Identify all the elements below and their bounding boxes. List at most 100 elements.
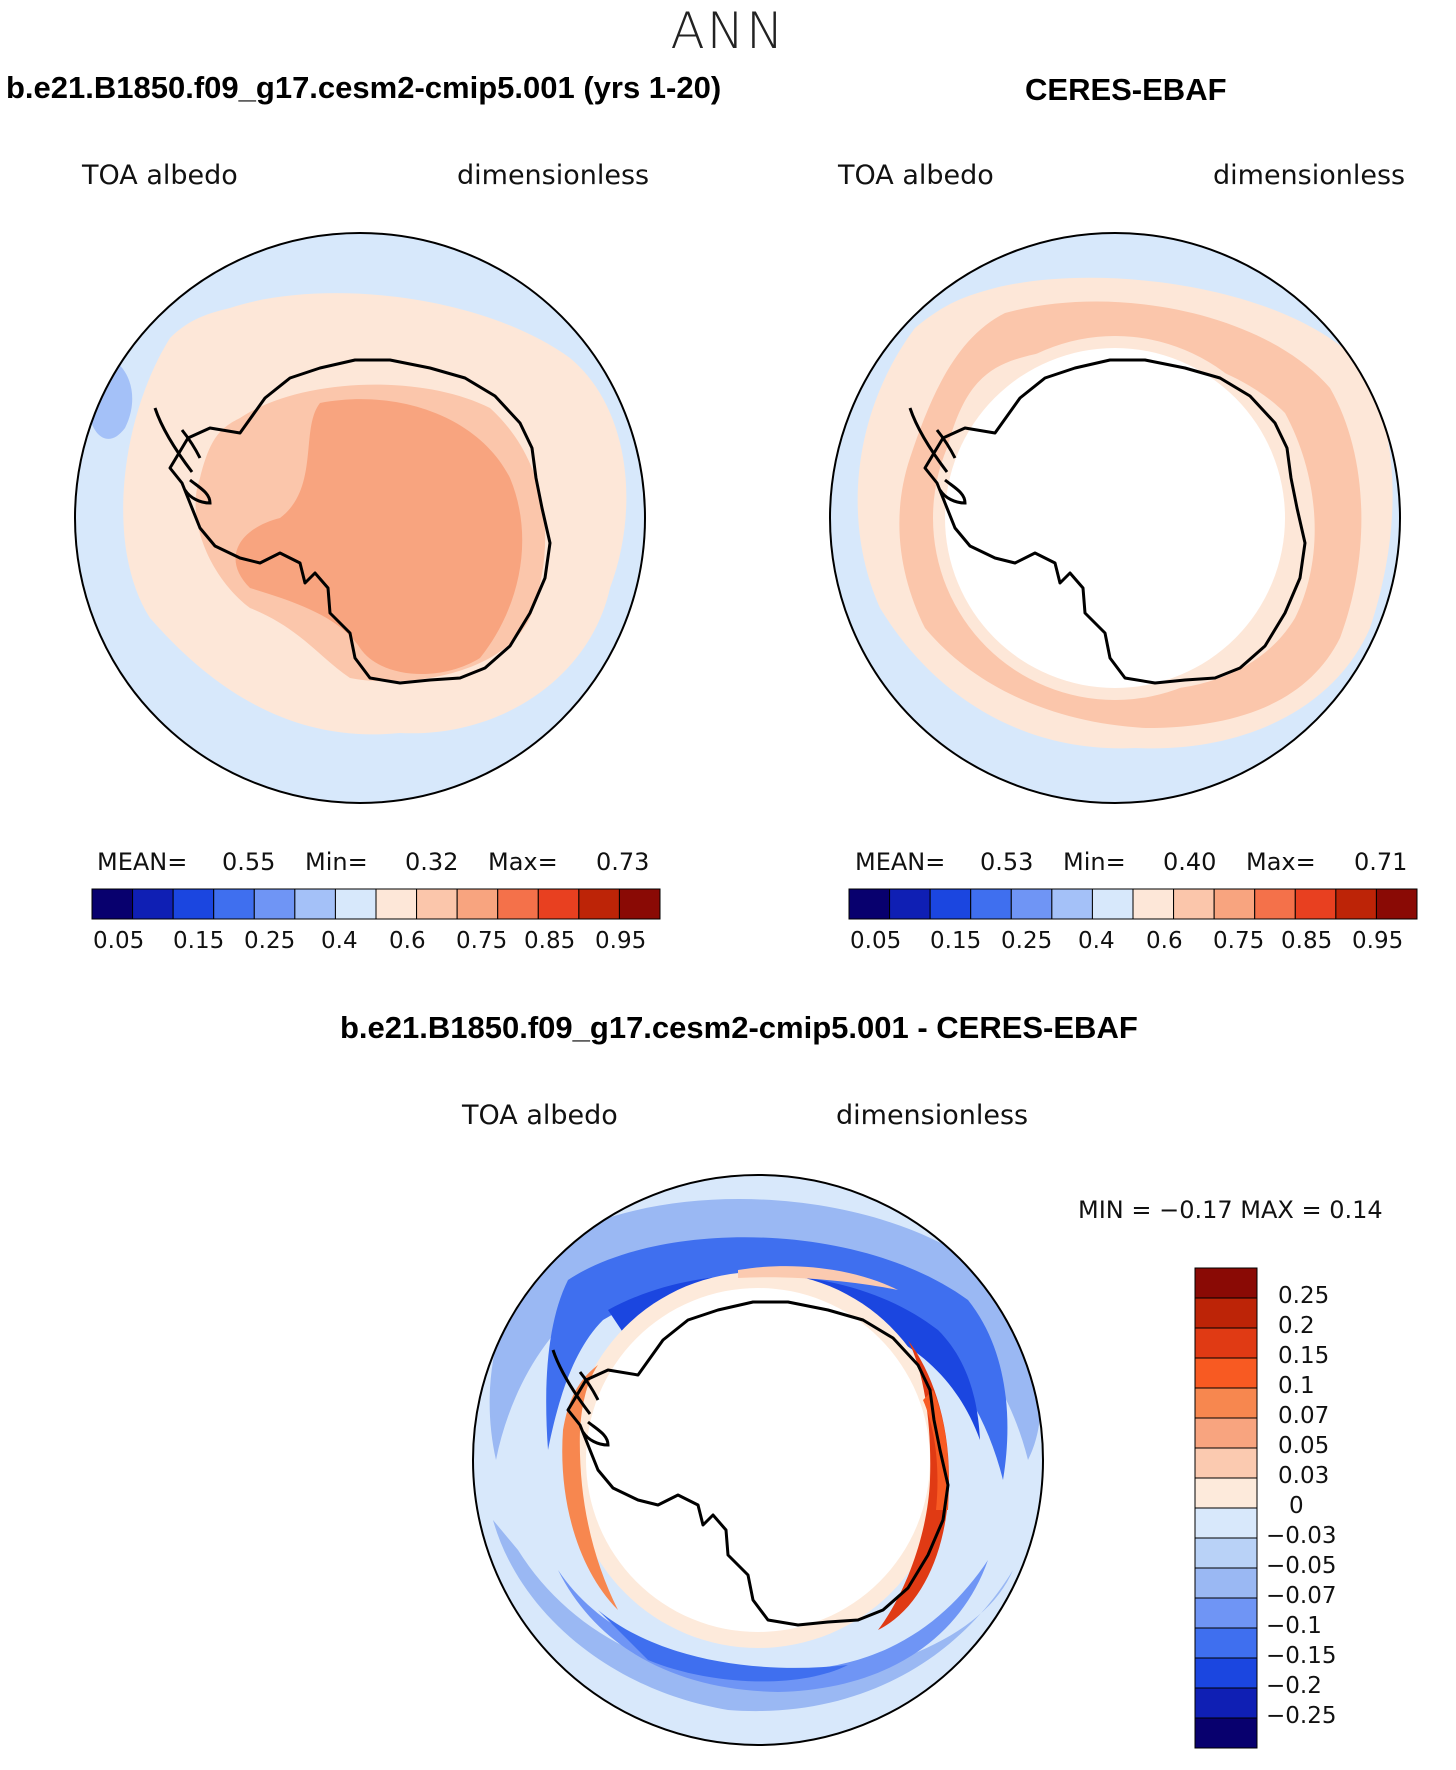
- colorbar-swatch: [848, 888, 891, 920]
- colorbar-swatch: [1091, 888, 1134, 920]
- colorbar-tick: −0.25: [1266, 1703, 1337, 1729]
- model-max-value: 0.73: [596, 848, 650, 876]
- diff-panel-title: b.e21.B1850.f09_g17.cesm2-cmip5.001 - CE…: [340, 1010, 1138, 1045]
- colorbar-tick: 0.15: [1278, 1343, 1330, 1369]
- colorbar-tick: 0.25: [1001, 928, 1053, 954]
- model-mean-value: 0.55: [222, 848, 276, 876]
- colorbar-tick: 0.25: [244, 928, 296, 954]
- colorbar-tick: −0.07: [1266, 1583, 1337, 1609]
- colorbar-swatch: [970, 888, 1012, 920]
- colorbar-tick: 0.85: [524, 928, 576, 954]
- colorbar-swatch: [1194, 1567, 1258, 1599]
- obs-max-value: 0.71: [1354, 848, 1408, 876]
- season-title: ANN: [670, 2, 786, 60]
- obs-colorbar-ticks: 0.05 0.15 0.25 0.4 0.6 0.75 0.85 0.95: [849, 928, 1417, 958]
- colorbar-tick: 0.75: [456, 928, 508, 954]
- diff-units-label: dimensionless: [836, 1100, 1029, 1131]
- diff-colorbar: [1194, 1267, 1258, 1749]
- colorbar-tick: 0.95: [1352, 928, 1404, 954]
- colorbar-swatch: [294, 888, 336, 920]
- colorbar-tick: 0.85: [1281, 928, 1333, 954]
- colorbar-swatch: [537, 888, 580, 920]
- colorbar-tick: 0.05: [850, 928, 902, 954]
- colorbar-tick: 0.4: [321, 928, 358, 954]
- colorbar-swatch: [1173, 888, 1215, 920]
- colorbar-tick: −0.1: [1266, 1613, 1322, 1639]
- colorbar-swatch: [1194, 1717, 1258, 1749]
- model-units-label: dimensionless: [457, 160, 650, 191]
- colorbar-swatch: [253, 888, 296, 920]
- colorbar-swatch: [1194, 1387, 1258, 1419]
- colorbar-swatch: [1254, 888, 1296, 920]
- colorbar-swatch: [1194, 1597, 1258, 1629]
- colorbar-swatch: [334, 888, 377, 920]
- colorbar-swatch: [1194, 1327, 1258, 1359]
- colorbar-swatch: [1194, 1537, 1258, 1569]
- colorbar-swatch: [889, 888, 931, 920]
- colorbar-swatch: [1194, 1687, 1258, 1719]
- colorbar-swatch: [172, 888, 215, 920]
- colorbar-tick: 0.95: [595, 928, 647, 954]
- model-max-label: Max=: [488, 848, 558, 876]
- model-min-label: Min=: [305, 848, 368, 876]
- colorbar-tick: 0.15: [930, 928, 982, 954]
- colorbar-swatch: [1194, 1447, 1258, 1479]
- colorbar-swatch: [497, 888, 539, 920]
- colorbar-tick: 0.03: [1278, 1463, 1330, 1489]
- colorbar-tick: 0.1: [1278, 1373, 1315, 1399]
- colorbar-swatch: [1194, 1627, 1258, 1659]
- model-polar-map: [74, 232, 646, 804]
- colorbar-swatch: [1194, 1477, 1258, 1509]
- colorbar-swatch: [91, 888, 134, 920]
- colorbar-tick: −0.2: [1266, 1673, 1322, 1699]
- diff-colorbar-ticks: 0.25 0.2 0.15 0.1 0.07 0.05 0.03 0 −0.03…: [1266, 1268, 1436, 1748]
- diff-polar-map: [472, 1174, 1044, 1746]
- obs-panel-title: CERES-EBAF: [1025, 72, 1227, 107]
- colorbar-tick: 0.05: [93, 928, 145, 954]
- colorbar-swatch: [416, 888, 458, 920]
- obs-min-label: Min=: [1063, 848, 1126, 876]
- model-mean-label: MEAN=: [97, 848, 188, 876]
- colorbar-tick: −0.03: [1266, 1523, 1337, 1549]
- colorbar-swatch: [1194, 1417, 1258, 1449]
- colorbar-swatch: [456, 888, 499, 920]
- colorbar-swatch: [1132, 888, 1175, 920]
- colorbar-swatch: [1194, 1267, 1258, 1299]
- obs-mean-label: MEAN=: [855, 848, 946, 876]
- colorbar-swatch: [1051, 888, 1093, 920]
- colorbar-swatch: [1294, 888, 1337, 920]
- colorbar-swatch: [132, 888, 174, 920]
- colorbar-tick: 0.75: [1213, 928, 1265, 954]
- obs-units-label: dimensionless: [1213, 160, 1406, 191]
- model-colorbar: [91, 888, 661, 920]
- colorbar-tick: 0.07: [1278, 1403, 1330, 1429]
- colorbar-swatch: [1213, 888, 1256, 920]
- diff-variable-label: TOA albedo: [462, 1100, 618, 1131]
- colorbar-tick: −0.05: [1266, 1553, 1337, 1579]
- colorbar-tick: 0.4: [1078, 928, 1115, 954]
- model-panel-title: b.e21.B1850.f09_g17.cesm2-cmip5.001 (yrs…: [6, 70, 722, 105]
- colorbar-swatch: [1010, 888, 1053, 920]
- obs-max-label: Max=: [1246, 848, 1316, 876]
- colorbar-swatch: [1194, 1507, 1258, 1539]
- colorbar-tick: 0: [1289, 1493, 1304, 1519]
- colorbar-tick: 0.05: [1278, 1433, 1330, 1459]
- colorbar-swatch: [618, 888, 661, 920]
- colorbar-swatch: [1194, 1357, 1258, 1389]
- diff-minmax-label: MIN = −0.17 MAX = 0.14: [1078, 1196, 1383, 1224]
- obs-min-value: 0.40: [1163, 848, 1217, 876]
- colorbar-swatch: [1375, 888, 1418, 920]
- colorbar-swatch: [375, 888, 418, 920]
- colorbar-swatch: [578, 888, 620, 920]
- colorbar-tick: 0.2: [1278, 1313, 1315, 1339]
- obs-mean-value: 0.53: [980, 848, 1034, 876]
- colorbar-tick: −0.15: [1266, 1643, 1337, 1669]
- obs-polar-map: [829, 232, 1401, 804]
- colorbar-swatch: [213, 888, 255, 920]
- model-min-value: 0.32: [405, 848, 459, 876]
- obs-variable-label: TOA albedo: [838, 160, 994, 191]
- colorbar-tick: 0.15: [173, 928, 225, 954]
- model-variable-label: TOA albedo: [82, 160, 238, 191]
- colorbar-swatch: [1194, 1657, 1258, 1689]
- colorbar-swatch: [929, 888, 972, 920]
